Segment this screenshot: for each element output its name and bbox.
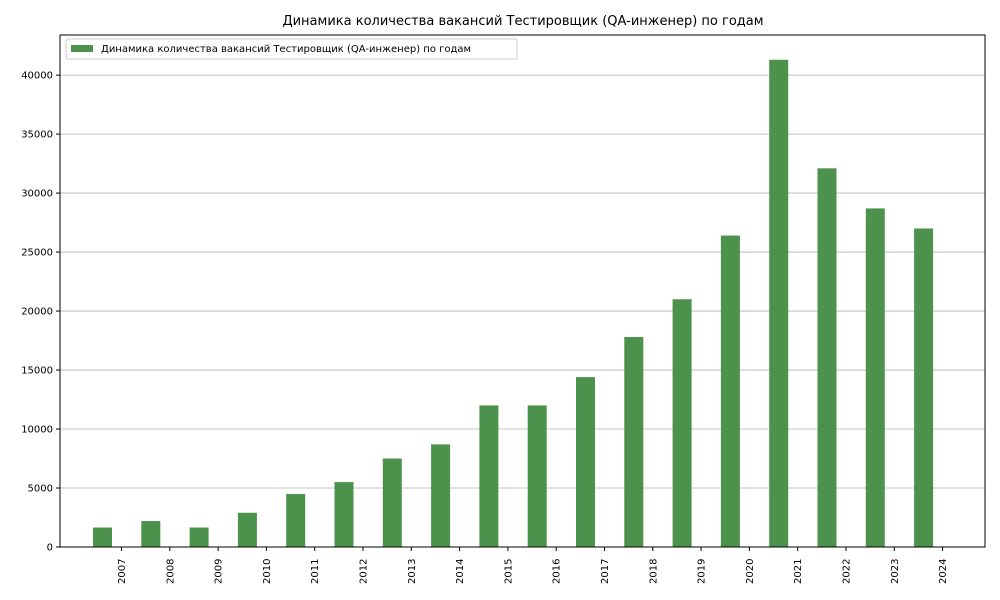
bar: [431, 444, 451, 547]
y-tick-label: 30000: [21, 189, 53, 200]
bar: [189, 527, 209, 547]
x-tick-label: 2014: [455, 559, 466, 584]
legend-swatch: [71, 45, 93, 52]
x-tick-label: 2016: [552, 559, 563, 584]
y-tick-label: 5000: [28, 484, 53, 495]
x-tick-label: 2019: [697, 559, 708, 584]
x-tick-label: 2021: [793, 559, 804, 584]
x-tick-label: 2024: [938, 559, 949, 584]
legend-box: [65, 38, 518, 60]
x-tick-label: 2022: [842, 559, 853, 584]
bar: [769, 59, 789, 547]
bar: [141, 521, 161, 547]
bar: [672, 299, 692, 547]
plot-frame: [59, 34, 986, 548]
bar: [334, 482, 354, 547]
bar: [479, 405, 499, 547]
x-tick-label: 2015: [503, 559, 514, 584]
bar: [382, 458, 402, 547]
bars: [93, 59, 934, 548]
legend-label: Динамика количества вакансий Тестировщик…: [101, 44, 471, 55]
bar: [720, 235, 740, 548]
y-tick-label: 15000: [21, 366, 53, 377]
y-tick-label: 35000: [21, 130, 53, 141]
chart-title: Динамика количества вакансий Тестировщик…: [282, 14, 763, 29]
x-tick-label: 2023: [890, 559, 901, 584]
x-tick-label: 2018: [648, 559, 659, 584]
y-tick-label: 0: [47, 543, 53, 554]
y-tick-label: 20000: [21, 307, 53, 318]
x-tick-label: 2020: [745, 559, 756, 584]
y-tick-label: 40000: [21, 71, 53, 82]
bar: [817, 168, 837, 547]
bar: [624, 337, 644, 547]
x-tick-label: 2012: [359, 559, 370, 584]
bar: [286, 493, 306, 547]
x-axis: 2007 2008 2009 2010 2011 2012 2013 2014 2015 2016…: [117, 547, 949, 584]
bar: [93, 527, 112, 547]
bar: [527, 405, 547, 547]
y-tick-label: 10000: [21, 425, 53, 436]
x-tick-label: 2017: [600, 559, 611, 584]
bar: [865, 208, 885, 547]
bar: [576, 377, 595, 547]
y-axis: 0 5000 10000 15000 20000 25000 30000 35000 40000: [21, 71, 60, 554]
x-tick-label: 2007: [117, 559, 128, 584]
legend: Динамика количества вакансий Тестировщик…: [65, 38, 518, 60]
x-tick-label: 2010: [262, 559, 273, 584]
grid-lines: [60, 74, 985, 548]
bar: [914, 228, 934, 547]
bar: [237, 512, 257, 547]
x-tick-label: 2011: [310, 559, 321, 584]
x-tick-label: 2013: [407, 559, 418, 584]
x-tick-label: 2008: [165, 559, 176, 584]
x-tick-label: 2009: [214, 559, 225, 584]
y-tick-label: 25000: [21, 248, 53, 259]
